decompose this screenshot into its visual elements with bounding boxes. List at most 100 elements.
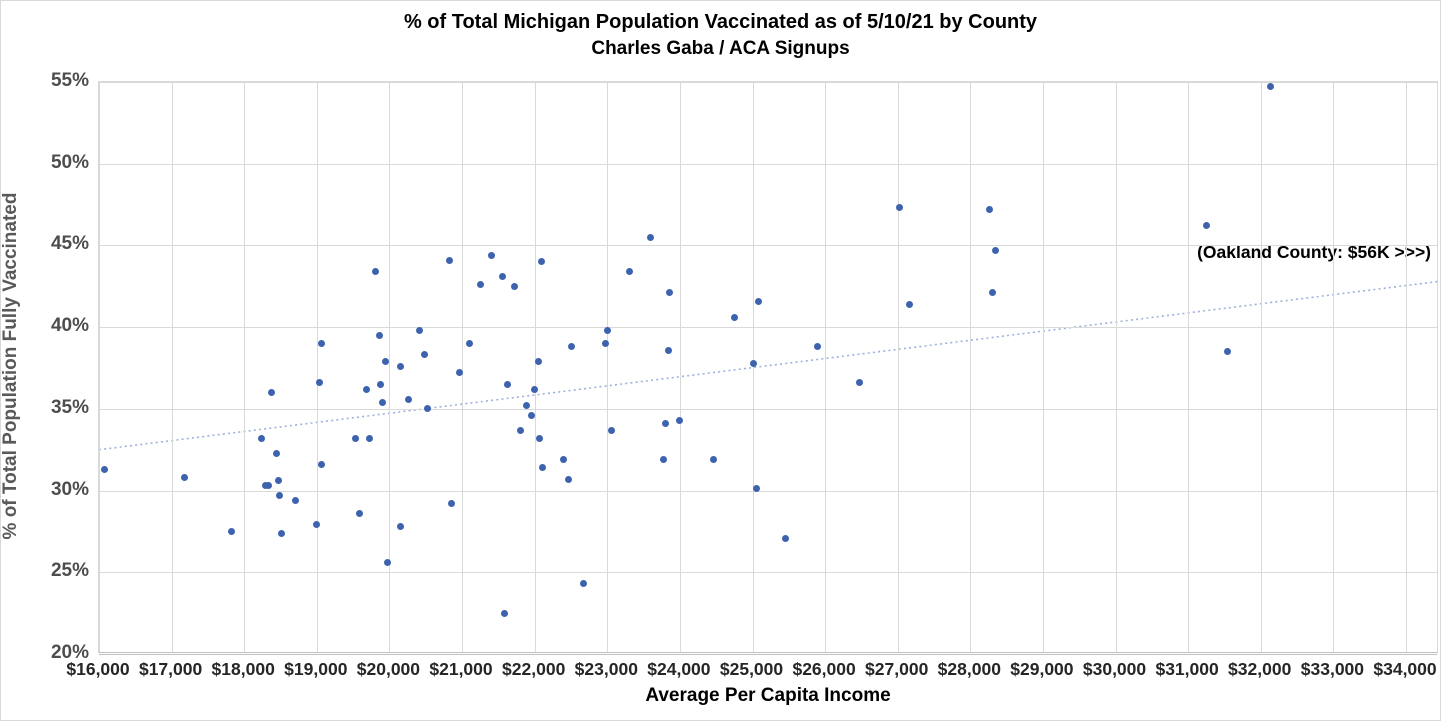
x-tick-label: $25,000	[719, 659, 784, 679]
data-point	[661, 420, 669, 428]
data-point	[709, 456, 717, 463]
data-point	[365, 434, 373, 442]
data-point	[356, 510, 364, 517]
y-tick-label: 25%	[50, 560, 89, 582]
y-tick-label: 50%	[50, 151, 89, 173]
data-point	[477, 281, 485, 289]
data-point	[517, 426, 525, 434]
data-point	[313, 521, 321, 529]
x-tick-label: $27,000	[865, 659, 929, 679]
vertical-gridline	[99, 82, 100, 652]
x-tick-label: $23,000	[574, 659, 638, 679]
data-point	[664, 346, 672, 354]
data-point	[1223, 348, 1231, 356]
data-point	[905, 300, 913, 308]
data-point	[272, 449, 280, 457]
y-tick-label: 35%	[50, 396, 89, 418]
data-point	[445, 256, 453, 264]
x-tick-label: $20,000	[356, 659, 421, 679]
data-point	[465, 340, 473, 347]
vertical-gridline	[970, 82, 972, 652]
data-point	[782, 534, 790, 542]
chart-title: % of Total Michigan Population Vaccinate…	[1, 9, 1440, 62]
x-tick-label: $30,000	[1082, 659, 1147, 679]
data-point	[534, 358, 542, 365]
data-point	[523, 402, 531, 410]
data-point	[420, 351, 428, 359]
x-tick-label: $24,000	[647, 659, 711, 679]
data-point	[536, 434, 544, 442]
horizontal-gridline	[99, 163, 1437, 165]
x-tick-label: $18,000	[211, 659, 275, 679]
data-point	[447, 500, 455, 508]
chart-title-line2: Charles Gaba / ACA Signups	[591, 38, 850, 59]
data-point	[608, 426, 616, 434]
data-point	[565, 475, 573, 483]
x-tick-label: $17,000	[138, 659, 203, 679]
data-point	[603, 326, 611, 334]
data-point	[647, 233, 655, 241]
data-point	[579, 580, 587, 588]
data-point	[277, 529, 285, 537]
vertical-gridline	[1260, 82, 1262, 652]
data-point	[675, 416, 683, 424]
data-point	[991, 246, 999, 254]
vertical-gridline	[389, 82, 391, 652]
data-point	[317, 460, 325, 468]
data-point	[416, 326, 424, 334]
horizontal-gridline	[99, 82, 1437, 83]
data-point	[538, 258, 546, 266]
data-point	[317, 340, 325, 347]
data-point	[383, 559, 391, 566]
data-point	[660, 456, 668, 463]
data-point	[362, 385, 370, 393]
data-point	[375, 331, 383, 339]
data-point	[503, 380, 511, 388]
y-tick-label: 20%	[50, 642, 89, 663]
data-point	[264, 482, 272, 490]
data-point	[424, 405, 432, 413]
data-point	[602, 340, 610, 347]
data-point	[404, 395, 412, 403]
data-point	[372, 268, 380, 276]
data-point	[528, 411, 536, 419]
vertical-gridline	[1406, 82, 1407, 652]
y-tick-label: 40%	[50, 315, 89, 337]
oakland-annotation: (Oakland County: $56K >>>)	[1197, 242, 1431, 262]
data-point	[377, 380, 385, 388]
horizontal-gridline	[99, 327, 1437, 329]
data-point	[291, 496, 299, 504]
data-point	[100, 465, 108, 473]
data-point	[855, 379, 863, 387]
data-point	[753, 485, 761, 493]
x-tick-label: $29,000	[1010, 659, 1074, 679]
x-tick-label: $22,000	[502, 659, 566, 679]
data-point	[267, 389, 275, 396]
horizontal-gridline	[99, 572, 1437, 574]
data-point	[531, 385, 539, 393]
data-point	[510, 282, 518, 290]
data-point	[988, 289, 996, 297]
x-axis-title: Average Per Capita Income	[645, 685, 891, 706]
vertical-gridline	[607, 82, 609, 652]
vertical-gridline	[244, 82, 246, 652]
vertical-gridline	[462, 82, 463, 652]
data-point	[258, 434, 266, 442]
x-tick-label: $31,000	[1155, 659, 1219, 679]
data-point	[227, 527, 235, 535]
y-tick-label: 55%	[50, 70, 89, 91]
data-point	[539, 464, 547, 472]
vertical-gridline	[1115, 82, 1117, 652]
vertical-gridline	[316, 82, 318, 652]
x-tick-label: $34,000	[1373, 659, 1437, 679]
data-point	[381, 358, 389, 365]
vertical-gridline	[897, 82, 899, 652]
data-point	[316, 379, 324, 387]
horizontal-gridline	[99, 245, 1437, 247]
data-point	[499, 273, 507, 280]
data-point	[985, 206, 993, 213]
data-point	[896, 204, 904, 212]
data-point	[396, 523, 404, 530]
data-point	[568, 343, 576, 351]
data-point	[754, 297, 762, 305]
